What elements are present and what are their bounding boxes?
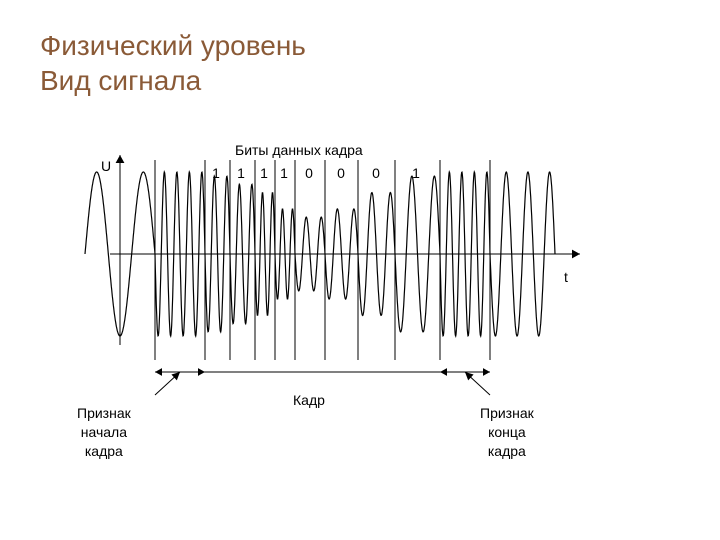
signal-diagram (0, 0, 720, 540)
